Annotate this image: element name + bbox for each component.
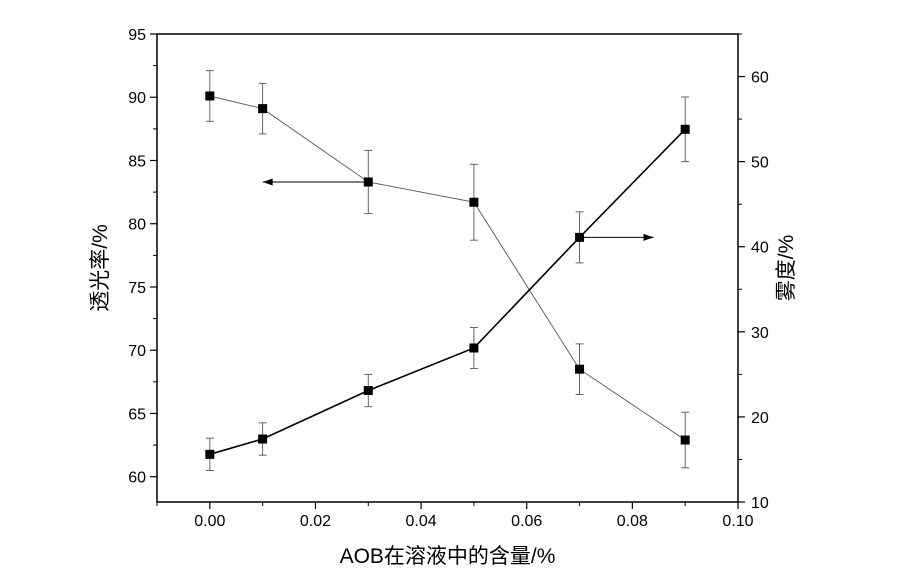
- data-point: [363, 386, 373, 396]
- series-line: [209, 128, 686, 456]
- y-right-tick-label: 20: [751, 410, 769, 427]
- data-point: [258, 104, 268, 114]
- y-right-tick-label: 40: [751, 240, 769, 257]
- y-left-tick-label: 65: [128, 406, 146, 423]
- axis-arrow-right: [579, 233, 654, 241]
- x-tick-label: 0.08: [617, 513, 648, 530]
- x-tick-label: 0.04: [406, 513, 437, 530]
- x-tick-label: 0.00: [194, 513, 225, 530]
- annotation-layer: [262, 178, 654, 241]
- data-point: [205, 449, 215, 459]
- x-axis-label: AOB在溶液中的含量/%: [340, 545, 556, 568]
- data-point: [258, 434, 268, 444]
- y-right-tick-label: 60: [751, 70, 769, 87]
- y-right-tick-label: 50: [751, 155, 769, 172]
- axis-arrow-left: [262, 178, 369, 186]
- y-right-tick-label: 30: [751, 325, 769, 342]
- x-tick-label: 0.02: [300, 513, 331, 530]
- axes-layer: 0.00 0.02 0.04 0.06 0.08 0.10 60 65 70 75 80 85 90 95…: [128, 27, 769, 530]
- data-point: [680, 435, 690, 445]
- arrow-head: [643, 233, 654, 241]
- y-left-tick-label: 70: [128, 343, 146, 360]
- y-left-tick-label: 60: [128, 470, 146, 487]
- y-left-tick-label: 85: [128, 153, 146, 170]
- series-layer: [205, 70, 690, 471]
- y-left-tick-label: 95: [128, 27, 146, 44]
- x-tick-label: 0.06: [511, 513, 542, 530]
- x-tick-label: 0.10: [722, 513, 753, 530]
- y-axis-left-label: 透光率/%: [89, 224, 112, 312]
- y-right-tick-label: 10: [751, 495, 769, 512]
- y-left-tick-label: 90: [128, 90, 146, 107]
- data-point: [680, 124, 690, 134]
- series-line: [209, 95, 686, 441]
- series-left: [205, 70, 690, 469]
- data-point: [469, 343, 479, 353]
- series-right: [205, 96, 690, 471]
- data-point: [205, 91, 215, 101]
- y-axis-right-label: 雾度/%: [775, 235, 798, 302]
- plot-frame: [156, 33, 739, 503]
- y-left-tick-label: 80: [128, 217, 146, 234]
- data-point: [469, 197, 479, 207]
- data-point: [575, 364, 585, 374]
- y-left-tick-label: 75: [128, 280, 146, 297]
- arrow-head: [262, 178, 273, 186]
